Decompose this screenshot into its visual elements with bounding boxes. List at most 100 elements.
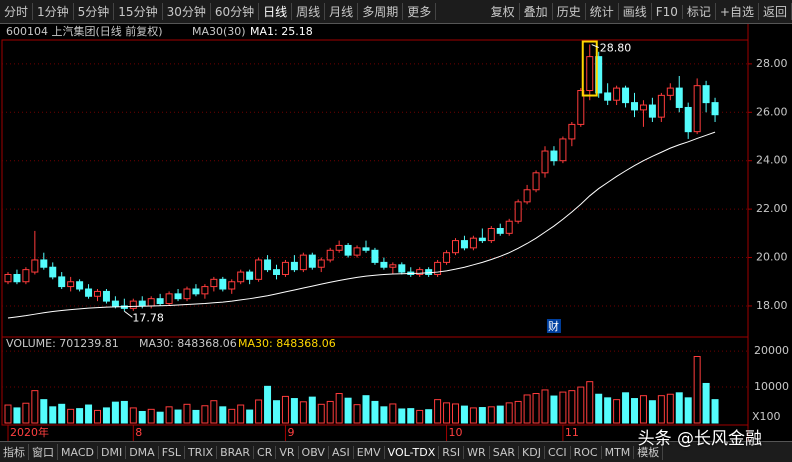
volume-bar (523, 394, 531, 424)
candle-body (326, 249, 334, 261)
volume-bar (31, 390, 39, 424)
indicator-tab[interactable]: OBV (299, 445, 329, 459)
event-label: 财 (548, 319, 559, 333)
volume-bar (604, 397, 612, 424)
low-label: 17.78 (132, 311, 164, 324)
period-tab[interactable]: 更多 (403, 3, 437, 20)
volume-bar (407, 408, 415, 424)
volume-bar (639, 395, 647, 424)
volume-bar (264, 385, 272, 424)
volume-bar (102, 407, 110, 424)
candle-body (4, 273, 12, 283)
candle-body (174, 293, 182, 300)
period-tab[interactable]: 15分钟 (114, 3, 163, 20)
tool-button[interactable]: 统计 (586, 3, 619, 20)
x-tick-label: 11 (565, 426, 579, 439)
candle-body (693, 85, 701, 133)
period-tab[interactable]: 分时 (0, 3, 34, 20)
indicator-tab[interactable]: 指标 (0, 444, 29, 460)
candle-body (684, 106, 692, 133)
candle-body (425, 269, 433, 275)
volume-bar (452, 403, 459, 424)
y-tick-label: 18.00 (756, 299, 788, 312)
period-tab[interactable]: 多周期 (358, 3, 404, 20)
indicator-tab[interactable]: 模板 (634, 444, 664, 460)
period-tab[interactable]: 周线 (292, 3, 326, 20)
volume-bar (120, 400, 128, 424)
indicator-tab[interactable]: BRAR (217, 445, 255, 459)
volume-bar (147, 408, 155, 424)
period-tab[interactable]: 5分钟 (74, 3, 115, 20)
candle-body (165, 293, 173, 305)
volume-bar (40, 399, 48, 424)
volume-bar (398, 408, 406, 424)
volume-bar (49, 406, 57, 424)
period-tab[interactable]: 月线 (325, 3, 359, 20)
tool-button[interactable]: +自选 (716, 3, 759, 20)
tool-button[interactable]: F10 (652, 4, 683, 19)
tool-button[interactable]: 画线 (619, 3, 652, 20)
volume-bar (613, 399, 621, 424)
volume-bar (487, 406, 495, 424)
candle-body (246, 271, 254, 280)
volume-bar (273, 400, 280, 424)
tool-button[interactable]: 标记 (683, 3, 716, 20)
candle-body (308, 254, 316, 268)
candle-body (631, 102, 638, 111)
indicator-tab[interactable]: EMV (354, 445, 385, 459)
volume-bar (362, 395, 370, 424)
indicator-tab[interactable]: RSI (439, 445, 465, 459)
indicator-tab[interactable]: DMI (98, 445, 127, 459)
candle-body (317, 259, 325, 268)
volume-bar (308, 396, 316, 424)
candle-body (541, 150, 549, 174)
chart-title: 600104 上汽集团(日线 前复权) (6, 24, 163, 38)
volume-bar (156, 411, 164, 424)
indicator-tab[interactable]: KDJ (519, 445, 545, 459)
volume-bar (595, 393, 603, 424)
volume-bar (281, 395, 289, 424)
volume-bar (648, 400, 656, 424)
y-tick-label: 26.00 (756, 105, 788, 118)
candle-body (505, 220, 513, 234)
indicator-tab[interactable]: 窗口 (29, 444, 58, 460)
indicator-tab[interactable]: CR (254, 445, 277, 459)
indicator-tab[interactable]: DMA (126, 445, 159, 459)
volume-bar (666, 393, 674, 424)
high-pointer (591, 44, 599, 48)
candle-body (434, 261, 442, 275)
indicator-tab[interactable]: VOL-TDX (385, 445, 440, 459)
indicator-tab[interactable]: ASI (329, 445, 354, 459)
tool-button[interactable]: 叠加 (520, 3, 553, 20)
indicator-tab[interactable]: SAR (490, 445, 520, 459)
tool-button[interactable]: 返回 (759, 3, 792, 20)
candle-body (94, 290, 101, 297)
indicator-tab[interactable]: ROC (571, 445, 602, 459)
candle-body (550, 150, 558, 162)
indicator-tab[interactable]: VR (276, 445, 299, 459)
candle-body (290, 261, 298, 271)
candle-body (666, 87, 674, 96)
indicator-tab[interactable]: MACD (58, 445, 98, 459)
tool-button[interactable]: 复权 (487, 3, 520, 20)
period-tab[interactable]: 30分钟 (163, 3, 211, 20)
volume-title: VOLUME: 701239.81 (6, 337, 119, 350)
volume-bar (290, 398, 298, 424)
tool-button[interactable]: 历史 (553, 3, 586, 20)
period-tab[interactable]: 日线 (259, 3, 293, 20)
indicator-tab[interactable]: FSL (159, 445, 185, 459)
volume-bar (344, 397, 352, 424)
volume-bar (568, 390, 576, 424)
volume-bar (550, 395, 558, 424)
indicator-tab[interactable]: TRIX (185, 445, 218, 459)
candle-body (201, 286, 209, 295)
candle-body (398, 264, 406, 273)
period-tab[interactable]: 60分钟 (211, 3, 260, 20)
indicator-tab[interactable]: CCI (545, 445, 571, 459)
period-tab[interactable]: 1分钟 (33, 3, 74, 20)
volume-bar (434, 399, 442, 424)
indicator-tab[interactable]: MTM (602, 445, 635, 459)
volume-bar (299, 401, 307, 424)
indicator-tab[interactable]: WR (464, 445, 490, 459)
y-tick-label: 24.00 (756, 154, 788, 167)
